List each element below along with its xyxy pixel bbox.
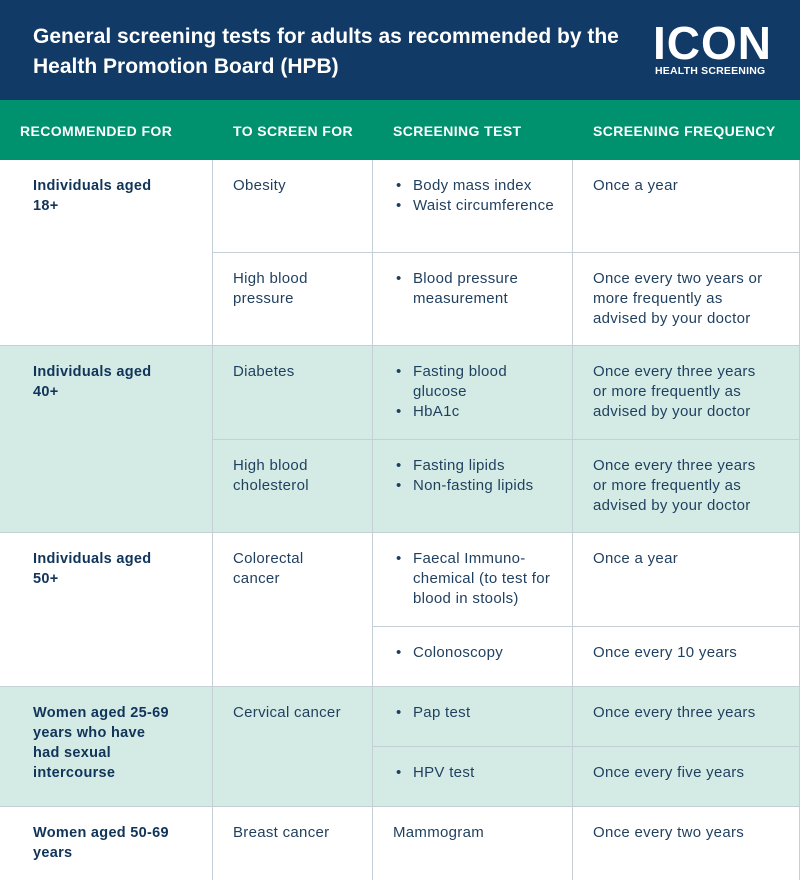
condition-cell: Obesity (213, 160, 373, 253)
frequency-cell: Once every three years (573, 687, 800, 747)
test-item: Pap test (393, 703, 558, 723)
column-header: TO SCREEN FOR (213, 100, 373, 160)
frequency-cell: Once every 10 years (573, 627, 800, 687)
frequency-text: Once a year (593, 177, 679, 194)
frequency-text: Once every three years or more frequentl… (593, 457, 756, 514)
frequency-text: Once every 10 years (593, 644, 738, 661)
frequency-text: Once every three years or more frequentl… (593, 363, 756, 420)
title: General screening tests for adults as re… (33, 25, 619, 78)
group-text: Individuals aged 50+ (33, 551, 152, 587)
column-header-text: TO SCREEN FOR (233, 123, 354, 139)
group-cell: Women aged 50-69 years (0, 807, 213, 880)
group-cell: Individuals aged 50+ (0, 533, 213, 687)
test-cell: HPV test (373, 747, 573, 807)
test-item: Body mass index (393, 176, 558, 196)
condition-text: Breast cancer (233, 824, 330, 841)
test-item: Fasting blood glucose (393, 362, 558, 402)
condition-text: High blood cholesterol (233, 457, 309, 494)
frequency-text: Once a year (593, 550, 679, 567)
frequency-text: Once every three years (593, 704, 756, 721)
column-header: SCREENING TEST (373, 100, 573, 160)
frequency-cell: Once a year (573, 533, 800, 627)
frequency-text: Once every two years (593, 824, 745, 841)
test-cell: Fasting blood glucoseHbA1c (373, 346, 573, 440)
test-cell: Fasting lipidsNon-fasting lipids (373, 440, 573, 533)
condition-text: Diabetes (233, 363, 295, 380)
group-text: Women aged 50-69 years (33, 825, 169, 861)
test-item: Blood pressure measurement (393, 269, 558, 309)
frequency-cell: Once every two years or more frequently … (573, 253, 800, 346)
group-cell: Individuals aged 18+ (0, 160, 213, 346)
header: General screening tests for adults as re… (0, 0, 800, 100)
frequency-cell: Once a year (573, 160, 800, 253)
condition-text: Obesity (233, 177, 286, 194)
test-cell: Colonoscopy (373, 627, 573, 687)
group-text: Individuals aged 18+ (33, 178, 152, 214)
test-cell: Pap test (373, 687, 573, 747)
condition-cell: High blood pressure (213, 253, 373, 346)
condition-text: Colorectal cancer (233, 550, 304, 587)
test-item: HPV test (393, 763, 558, 783)
condition-text: High blood pressure (233, 270, 308, 307)
test-item: Colonoscopy (393, 643, 558, 663)
column-header-text: SCREENING FREQUENCY (593, 123, 776, 139)
condition-text: Cervical cancer (233, 704, 341, 721)
frequency-text: Once every two years or more frequently … (593, 270, 763, 327)
condition-cell: Breast cancer (213, 807, 373, 880)
frequency-cell: Once every three years or more frequentl… (573, 346, 800, 440)
frequency-text: Once every five years (593, 764, 745, 781)
group-cell: Women aged 25-69 years who have had sexu… (0, 687, 213, 807)
test-item: Non-fasting lipids (393, 476, 558, 496)
test-cell: Body mass indexWaist circumference (373, 160, 573, 253)
condition-cell: Diabetes (213, 346, 373, 440)
test-item: Waist circumference (393, 196, 558, 216)
test-item: Fasting lipids (393, 456, 558, 476)
test-cell: Blood pressure measurement (373, 253, 573, 346)
condition-cell: High blood cholesterol (213, 440, 373, 533)
test-cell: Faecal Immuno-chemical (to test for bloo… (373, 533, 573, 627)
condition-cell: Colorectal cancer (213, 533, 373, 687)
column-header: SCREENING FREQUENCY (573, 100, 800, 160)
group-text: Individuals aged 40+ (33, 364, 152, 400)
group-cell: Individuals aged 40+ (0, 346, 213, 533)
column-header: RECOMMENDED FOR (0, 100, 213, 160)
test-item: HbA1c (393, 402, 558, 422)
group-text: Women aged 25-69 years who have had sexu… (33, 705, 169, 781)
test-item: Faecal Immuno-chemical (to test for bloo… (393, 549, 558, 609)
column-header-text: RECOMMENDED FOR (20, 123, 173, 139)
condition-cell: Cervical cancer (213, 687, 373, 807)
logo-tagline: HEALTH SCREENING (655, 65, 766, 77)
test-cell: Mammogram (373, 807, 573, 880)
frequency-cell: Once every five years (573, 747, 800, 807)
logo: ICON (653, 17, 772, 69)
frequency-cell: Once every two years (573, 807, 800, 880)
test-item: Mammogram (393, 824, 485, 841)
column-header-text: SCREENING TEST (393, 123, 522, 139)
frequency-cell: Once every three years or more frequentl… (573, 440, 800, 533)
